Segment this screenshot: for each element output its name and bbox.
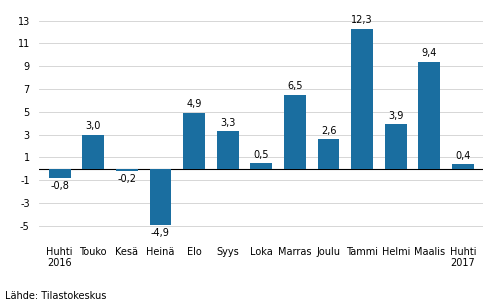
Text: Lähde: Tilastokeskus: Lähde: Tilastokeskus (5, 291, 106, 301)
Bar (183, 113, 205, 169)
Bar (250, 163, 272, 169)
Text: 0,5: 0,5 (253, 150, 269, 160)
Bar (419, 61, 440, 169)
Text: 12,3: 12,3 (352, 15, 373, 25)
Bar (385, 124, 407, 169)
Bar (317, 139, 340, 169)
Bar (217, 131, 239, 169)
Text: 3,0: 3,0 (85, 121, 101, 131)
Text: 3,9: 3,9 (388, 111, 403, 121)
Text: -4,9: -4,9 (151, 228, 170, 238)
Text: 2,6: 2,6 (321, 126, 336, 136)
Text: 4,9: 4,9 (186, 99, 202, 109)
Text: 6,5: 6,5 (287, 81, 303, 91)
Text: 3,3: 3,3 (220, 118, 235, 128)
Bar (49, 169, 70, 178)
Bar (452, 164, 474, 169)
Bar (351, 29, 373, 169)
Bar (284, 95, 306, 169)
Bar (116, 169, 138, 171)
Bar (149, 169, 172, 225)
Text: -0,8: -0,8 (50, 181, 69, 191)
Bar (82, 134, 104, 169)
Text: -0,2: -0,2 (117, 174, 137, 185)
Text: 0,4: 0,4 (455, 151, 471, 161)
Text: 9,4: 9,4 (422, 48, 437, 58)
